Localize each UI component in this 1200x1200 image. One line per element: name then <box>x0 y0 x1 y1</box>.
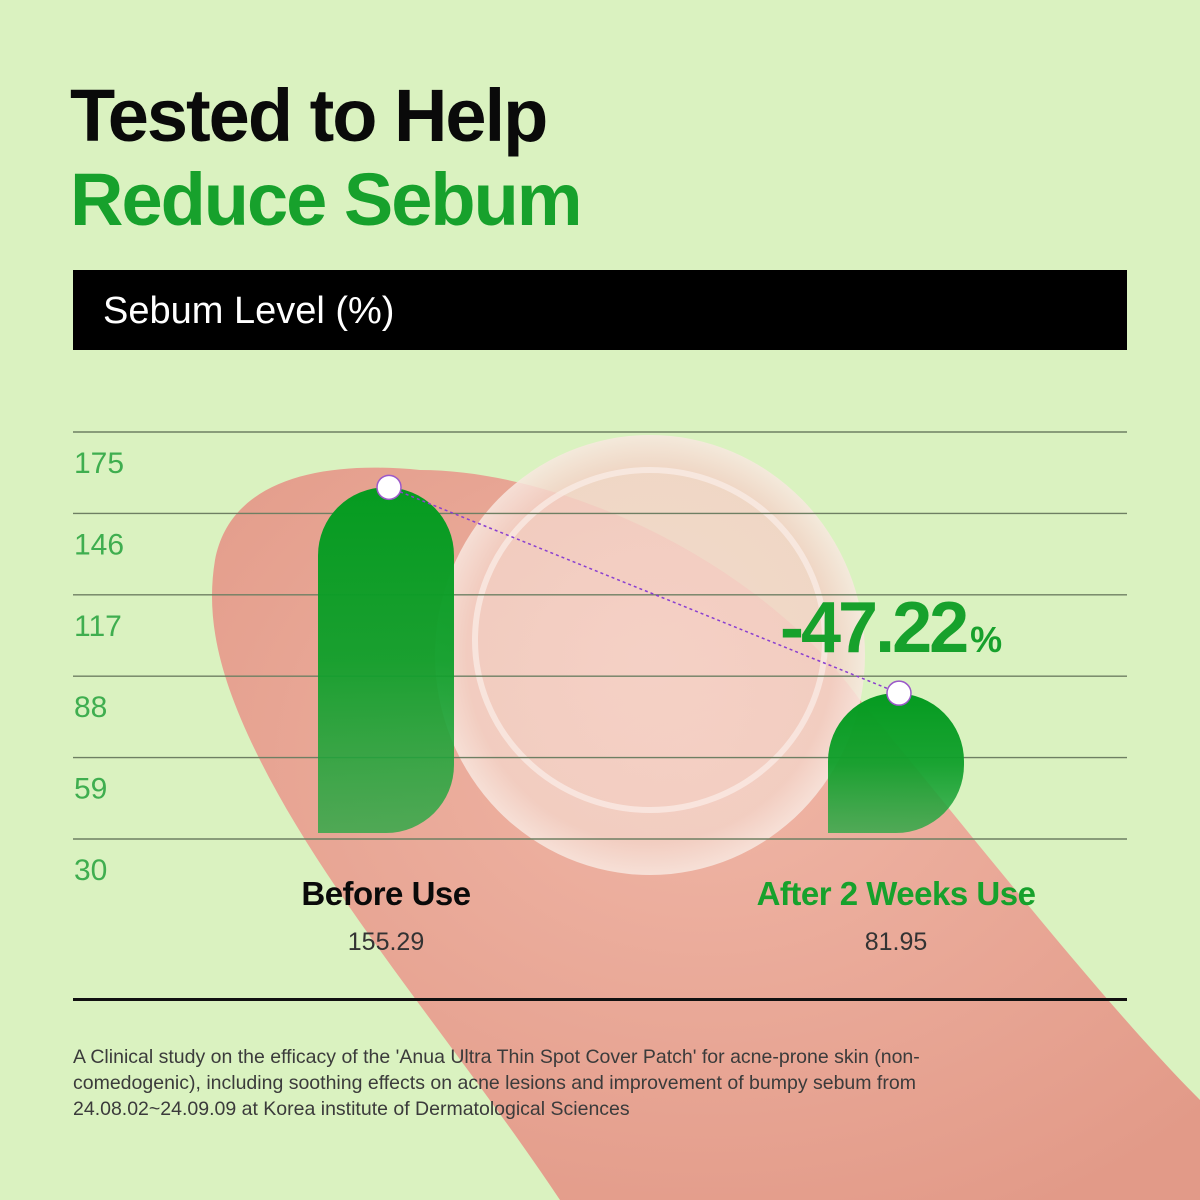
category-label: After 2 Weeks Use <box>757 875 1036 912</box>
title-line-2: Reduce Sebum <box>70 158 583 241</box>
sebum-bar-chart: 175 146 117 88 59 30 Before Use 155.29 After 2 W… <box>73 431 1127 956</box>
data-point-marker <box>886 680 912 706</box>
chart-title: Sebum Level (%) <box>103 290 395 332</box>
y-tick-label: 117 <box>74 610 122 643</box>
divider <box>73 998 1127 1001</box>
chart-title-band: Sebum Level (%) <box>73 270 1127 350</box>
trend-line <box>388 486 900 694</box>
y-tick-label: 30 <box>74 854 107 887</box>
value-label: 155.29 <box>348 928 424 956</box>
bar-1 <box>828 693 964 833</box>
change-value: -47.22 <box>780 588 967 668</box>
y-tick-label: 88 <box>74 691 107 724</box>
footnote: A Clinical study on the efficacy of the … <box>73 1046 920 1120</box>
value-label: 81.95 <box>865 928 928 956</box>
category-label: Before Use <box>301 875 470 912</box>
y-tick-label: 59 <box>74 773 107 806</box>
page-title: Tested to Help Reduce Sebum <box>70 74 583 242</box>
y-tick-label: 146 <box>74 528 124 561</box>
y-tick-label: 175 <box>74 447 124 480</box>
title-line-1: Tested to Help <box>70 74 548 157</box>
change-annotation: -47.22% <box>780 588 1002 668</box>
data-point-marker <box>376 474 402 501</box>
bar-0 <box>318 487 454 833</box>
change-unit: % <box>970 619 1002 660</box>
